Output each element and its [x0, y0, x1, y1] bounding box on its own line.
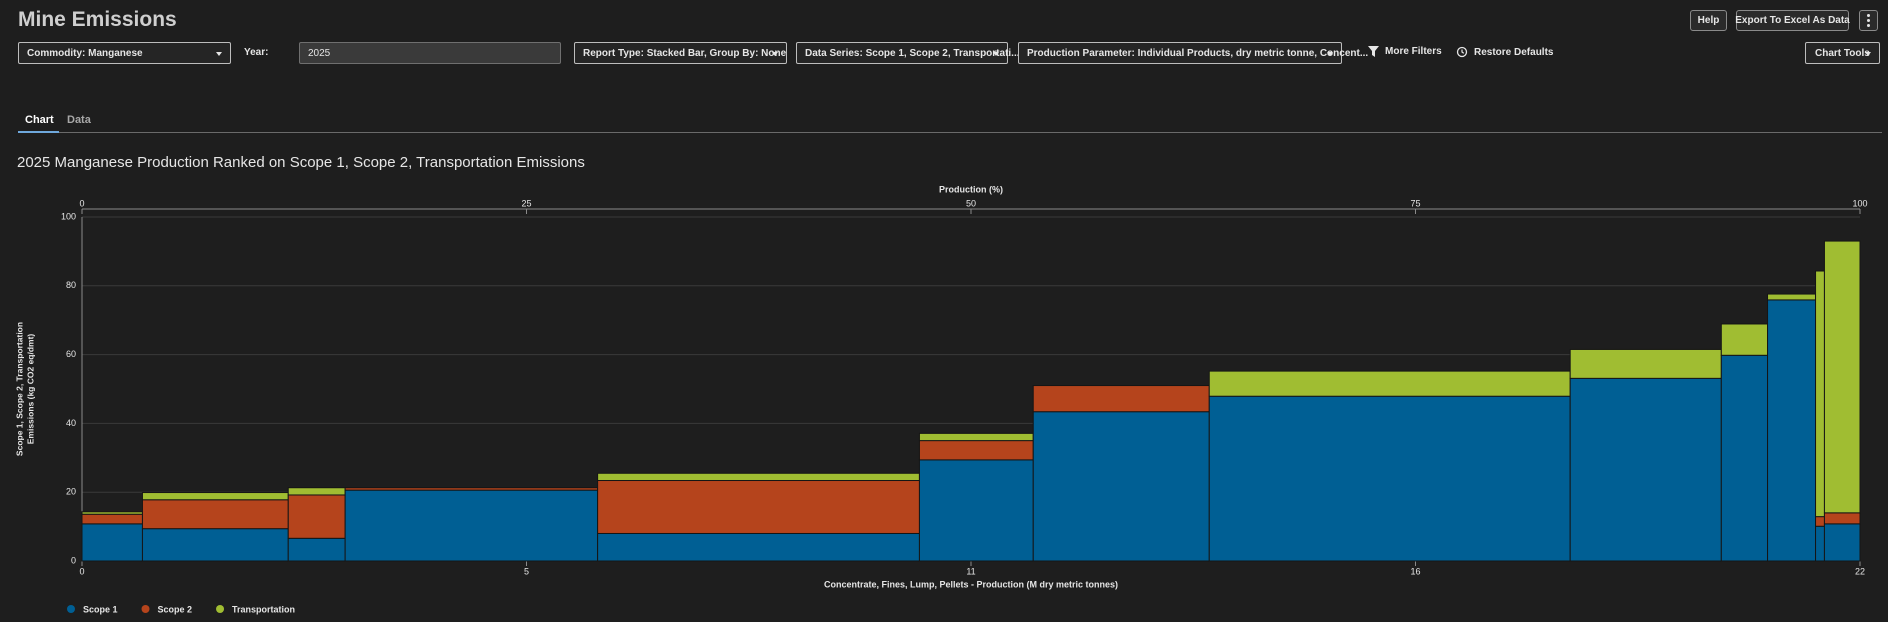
- year-label: Year:: [244, 47, 268, 58]
- bar-segment: [82, 514, 142, 524]
- active-tab-indicator: [18, 131, 59, 133]
- legend-label: Transportation: [232, 604, 295, 614]
- bar-segment: [919, 433, 1033, 440]
- top-tick-label: 100: [1852, 198, 1867, 208]
- more-filters-text: More Filters: [1385, 46, 1442, 57]
- bar-segment: [1816, 526, 1825, 561]
- bar-segment: [345, 490, 597, 561]
- bar-segment: [1209, 396, 1570, 561]
- bar-segment: [1824, 513, 1860, 524]
- y-tick-label: 0: [71, 555, 76, 565]
- bar-segment: [1768, 300, 1816, 561]
- top-tick-label: 0: [79, 198, 84, 208]
- year-input[interactable]: 2025: [299, 42, 561, 64]
- y-tick-label: 40: [66, 418, 76, 428]
- legend-label: Scope 1: [83, 604, 118, 614]
- filter-icon: [1368, 46, 1379, 57]
- bar-segment: [598, 533, 920, 561]
- legend-marker: [67, 605, 75, 613]
- bar-segment: [345, 488, 597, 490]
- y-axis-title-line: Emissions (kg CO2 eq/dmt): [26, 334, 36, 445]
- x-axis-title: Concentrate, Fines, Lump, Pellets - Prod…: [824, 579, 1118, 589]
- bar-segment: [142, 493, 288, 500]
- bottom-tick-label: 11: [966, 566, 975, 576]
- bar-segment: [1209, 371, 1570, 396]
- restore-icon: [1456, 46, 1468, 58]
- restore-defaults-button[interactable]: Restore Defaults: [1456, 46, 1553, 58]
- top-axis-title: Production (%): [939, 184, 1003, 194]
- chart-tab[interactable]: Chart: [25, 114, 54, 126]
- bar-segment: [598, 481, 920, 534]
- commodity-dropdown[interactable]: Commodity: Manganese: [18, 42, 231, 64]
- export-button[interactable]: Export To Excel As Data: [1736, 10, 1849, 31]
- top-tick-label: 25: [521, 198, 531, 208]
- bar-segment: [288, 488, 345, 495]
- y-axis-title: Scope 1, Scope 2, TransportationEmission…: [15, 322, 36, 456]
- bar-segment: [1768, 294, 1816, 300]
- bar-segment: [1033, 412, 1209, 561]
- bottom-tick-label: 22: [1855, 566, 1865, 576]
- bar-segment: [142, 529, 288, 561]
- y-tick-label: 80: [66, 280, 76, 290]
- bar-segment: [1816, 517, 1825, 527]
- bar-segment: [598, 473, 920, 480]
- more-filters-button[interactable]: More Filters: [1368, 46, 1442, 57]
- bar-segment: [1824, 524, 1860, 561]
- y-tick-label: 60: [66, 349, 76, 359]
- bar-segment: [82, 524, 142, 561]
- chart-tools-dropdown[interactable]: Chart Tools: [1805, 42, 1880, 64]
- page-title: Mine Emissions: [18, 8, 177, 32]
- bar-segment: [1033, 386, 1209, 412]
- bottom-tick-label: 16: [1410, 566, 1420, 576]
- legend-marker: [142, 605, 150, 613]
- bar-segment: [1816, 271, 1825, 517]
- y-tick-label: 100: [61, 211, 76, 221]
- bar-segment: [1721, 355, 1767, 561]
- bottom-tick-label: 5: [524, 566, 529, 576]
- report-type-dropdown[interactable]: Report Type: Stacked Bar, Group By: None: [574, 42, 787, 64]
- chart-title: 2025 Manganese Production Ranked on Scop…: [17, 154, 585, 171]
- data-tab[interactable]: Data: [67, 114, 91, 126]
- bar-segment: [1721, 324, 1767, 355]
- production-parameter-dropdown[interactable]: Production Parameter: Individual Product…: [1018, 42, 1342, 64]
- bar-segment: [288, 495, 345, 538]
- y-tick-label: 20: [66, 487, 76, 497]
- bar-segment: [82, 512, 142, 514]
- bar-segment: [919, 460, 1033, 561]
- bar-segment: [142, 500, 288, 529]
- data-series-dropdown[interactable]: Data Series: Scope 1, Scope 2, Transport…: [796, 42, 1008, 64]
- legend-label: Scope 2: [158, 604, 193, 614]
- tab-divider: [18, 132, 1882, 133]
- legend-marker: [216, 605, 224, 613]
- bar-segment: [288, 538, 345, 561]
- top-tick-label: 50: [966, 198, 976, 208]
- bar-segment: [1570, 349, 1721, 378]
- top-tick-label: 75: [1410, 198, 1420, 208]
- bottom-tick-label: 0: [79, 566, 84, 576]
- restore-defaults-text: Restore Defaults: [1474, 47, 1553, 58]
- more-menu-button[interactable]: [1859, 10, 1878, 31]
- bar-segment: [1570, 378, 1721, 561]
- bar-segment: [919, 441, 1033, 460]
- bar-segment: [1824, 241, 1860, 513]
- y-axis-title-line: Scope 1, Scope 2, Transportation: [15, 322, 25, 456]
- help-button[interactable]: Help: [1690, 10, 1727, 31]
